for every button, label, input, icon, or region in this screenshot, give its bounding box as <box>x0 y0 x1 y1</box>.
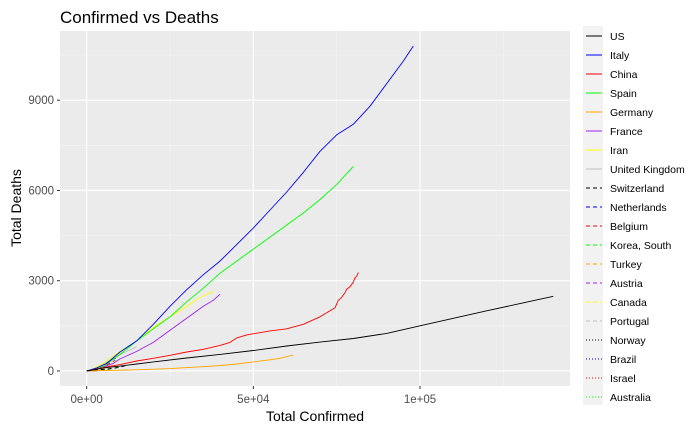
legend-item-spain: Spain <box>586 88 637 100</box>
series-line-spain <box>86 166 354 372</box>
x-axis-ticks: 0e+00 5e+04 1e+05 <box>71 386 436 406</box>
y-axis-label: Total Deaths <box>8 169 24 247</box>
legend-label: Brazil <box>610 354 636 366</box>
legend-item-belgium: Belgium <box>586 221 648 233</box>
legend-item-switzerland: Switzerland <box>586 183 664 195</box>
legend-item-united-kingdom: United Kingdom <box>586 164 685 176</box>
legend: US Italy China Spain Germany France Iran United… <box>586 31 685 404</box>
legend-item-portugal: Portugal <box>586 316 649 328</box>
legend-item-israel: Israel <box>586 373 636 385</box>
series-layer <box>86 45 554 372</box>
legend-item-france: France <box>586 126 643 138</box>
x-tick-label: 5e+04 <box>237 394 270 406</box>
legend-label: Austria <box>610 278 643 290</box>
series-line-us <box>86 295 554 372</box>
plot-panel <box>60 31 570 386</box>
y-axis-ticks: 0 3000 6000 9000 <box>28 95 60 378</box>
legend-item-us: US <box>586 31 625 43</box>
legend-label: Switzerland <box>610 183 664 195</box>
legend-panel <box>583 26 603 405</box>
y-tick-label: 3000 <box>28 276 54 288</box>
legend-label: Belgium <box>610 221 648 233</box>
y-tick-label: 6000 <box>28 185 54 197</box>
legend-item-australia: Australia <box>586 392 651 404</box>
legend-label: Germany <box>610 107 654 119</box>
x-axis-label: Total Confirmed <box>266 408 364 424</box>
series-line-italy <box>86 45 414 372</box>
x-tick-label: 1e+05 <box>404 394 436 406</box>
legend-label: US <box>610 31 625 43</box>
legend-label: China <box>610 69 638 81</box>
legend-label: Norway <box>610 335 646 347</box>
series-line-switzerland <box>86 364 127 372</box>
legend-label: Netherlands <box>610 202 667 214</box>
legend-label: Spain <box>610 88 637 100</box>
legend-item-germany: Germany <box>586 107 654 119</box>
grid-major <box>60 31 570 386</box>
legend-label: United Kingdom <box>610 164 685 176</box>
legend-label: Italy <box>610 50 630 62</box>
legend-item-brazil: Brazil <box>586 354 636 366</box>
legend-item-korea-south: Korea, South <box>586 240 671 252</box>
legend-item-china: China <box>586 69 638 81</box>
legend-label: Turkey <box>610 259 642 271</box>
legend-item-canada: Canada <box>586 297 647 309</box>
legend-item-netherlands: Netherlands <box>586 202 667 214</box>
legend-item-iran: Iran <box>586 145 628 157</box>
legend-item-austria: Austria <box>586 278 643 290</box>
series-line-france <box>86 293 221 372</box>
legend-label: Portugal <box>610 316 649 328</box>
legend-label: Korea, South <box>610 240 671 252</box>
x-tick-label: 0e+00 <box>71 394 103 406</box>
series-line-germany <box>86 354 294 372</box>
y-tick-label: 9000 <box>28 95 54 107</box>
grid-minor <box>60 31 570 386</box>
legend-label: Australia <box>610 392 651 404</box>
y-tick-label: 0 <box>48 366 54 378</box>
legend-label: Canada <box>610 297 647 309</box>
legend-label: Israel <box>610 373 636 385</box>
chart-title: Confirmed vs Deaths <box>60 8 219 27</box>
series-line-iran <box>86 291 214 372</box>
series-line-china <box>86 272 359 372</box>
legend-label: Iran <box>610 145 628 157</box>
legend-label: France <box>610 126 643 138</box>
legend-item-turkey: Turkey <box>586 259 642 271</box>
legend-item-norway: Norway <box>586 335 646 347</box>
legend-item-italy: Italy <box>586 50 630 62</box>
